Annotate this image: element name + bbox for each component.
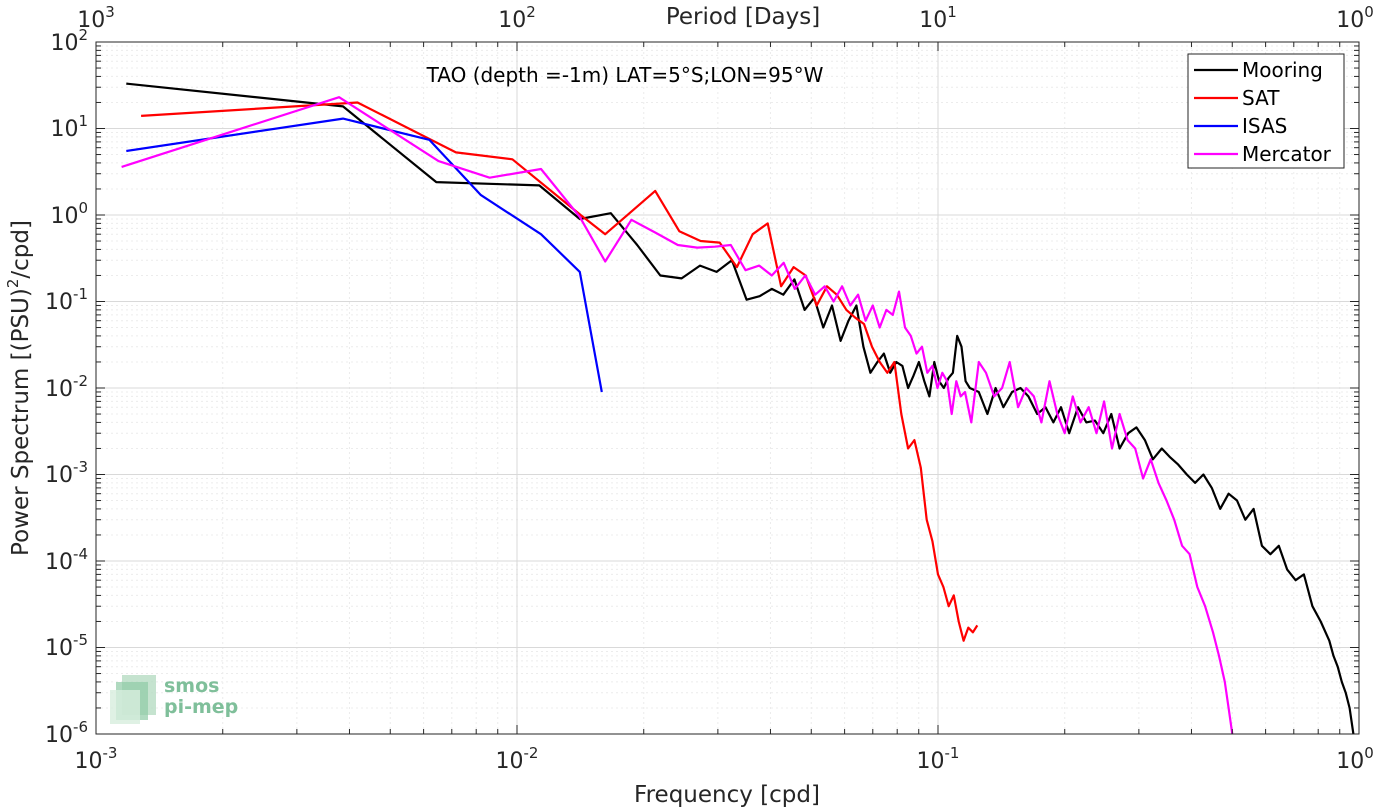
x2-tick-label: 103 <box>77 3 115 33</box>
series-line-isas <box>126 117 603 393</box>
series-layer <box>121 82 1355 734</box>
logo-mark-front <box>110 690 140 724</box>
y-tick-label: 10-3 <box>45 458 88 488</box>
x2-tick-label: 100 <box>1336 3 1374 33</box>
series-line-mooring <box>126 82 1355 734</box>
series-line-mercator <box>121 96 1234 734</box>
x2-tick-label: 101 <box>919 3 957 33</box>
x-tick-label: 10-2 <box>496 744 539 774</box>
legend-label: Mooring <box>1242 58 1323 82</box>
legend-label: Mercator <box>1242 142 1332 166</box>
y-axis-label: Power Spectrum [(PSU)2/cpd] <box>4 220 34 556</box>
x2-tick-label: 102 <box>498 3 536 33</box>
x2-axis-label: Period [Days] <box>666 4 820 30</box>
chart-title: TAO (depth =-1m) LAT=5°S;LON=95°W <box>426 63 824 87</box>
legend-label: SAT <box>1242 86 1280 110</box>
y-tick-label: 10-5 <box>45 631 88 661</box>
y-tick-label: 10-6 <box>45 718 88 748</box>
x2-tick-labels: 103 102 101 100 <box>77 3 1374 33</box>
y-tick-label: 102 <box>50 26 88 56</box>
major-grid <box>95 41 1360 735</box>
y-tick-label: 101 <box>50 112 88 142</box>
x-tick-labels: 10-3 10-2 10-1 100 <box>75 744 1374 774</box>
axis-ticks <box>95 42 1359 735</box>
x-tick-label: 10-1 <box>917 744 960 774</box>
y-tick-label: 10-4 <box>45 545 88 575</box>
logo-text-smos: smos <box>164 675 219 697</box>
y-tick-labels: 102 101 100 10-1 10-2 10-3 10-4 10-5 10-… <box>45 26 88 748</box>
y-tick-label: 10-2 <box>45 372 88 402</box>
x-tick-label: 10-3 <box>75 744 118 774</box>
x-tick-label: 100 <box>1336 744 1374 774</box>
logo-text-pimep: pi-mep <box>164 696 238 718</box>
legend-box <box>1187 53 1345 169</box>
y-tick-label: 100 <box>50 199 88 229</box>
y-tick-label: 10-1 <box>45 285 88 315</box>
smos-pi-mep-logo: smos pi-mep <box>110 675 238 724</box>
legend-label: ISAS <box>1242 114 1287 138</box>
series-line-sat <box>141 101 979 642</box>
x-axis-label: Frequency [cpd] <box>634 782 820 808</box>
legend: Mooring SAT ISAS Mercator <box>1187 53 1345 169</box>
